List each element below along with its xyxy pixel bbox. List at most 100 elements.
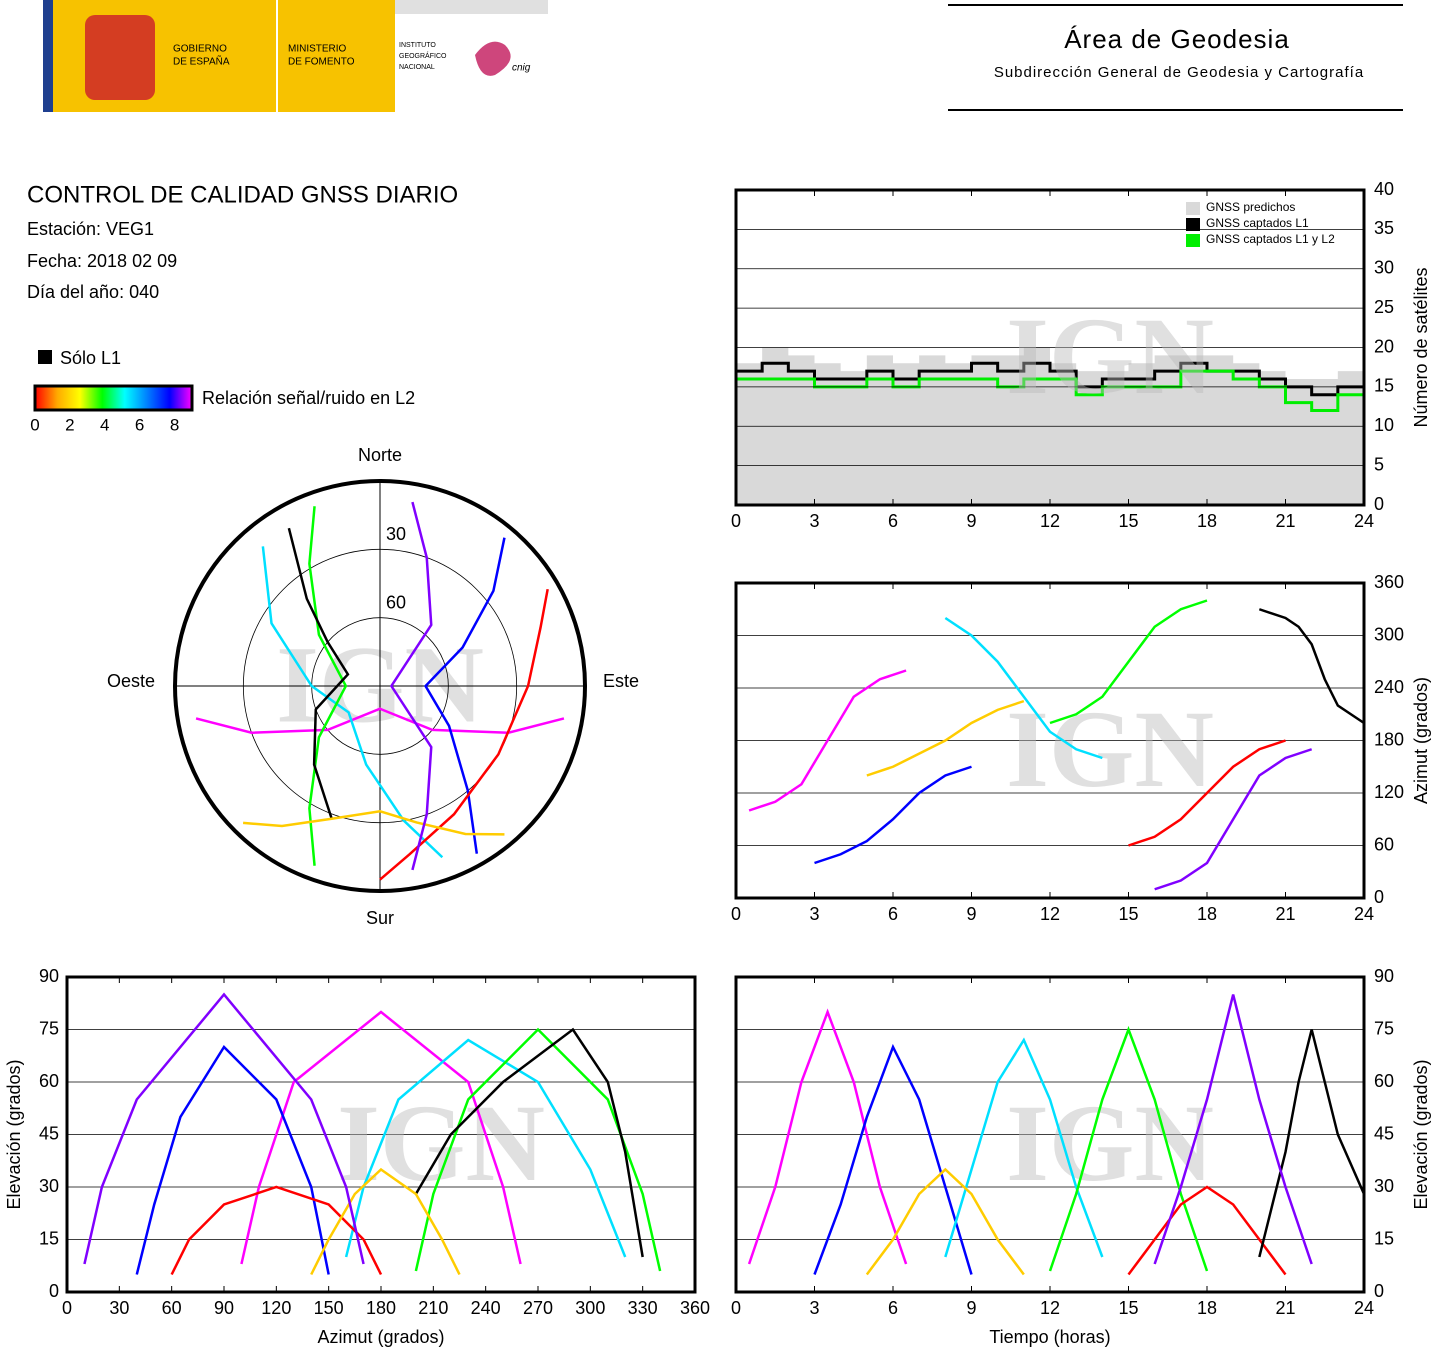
watermark: IGN — [1006, 295, 1214, 417]
y-axis-label: Elevación (grados) — [1411, 1059, 1431, 1209]
y-tick-label: 30 — [39, 1176, 59, 1196]
satellite-track — [83, 992, 365, 1265]
elevation-ring — [242, 548, 518, 824]
chart: 0 15 30 45 60 75 90 0 30 60 90 120 150 180 210 240 270 30… — [4, 966, 710, 1347]
y-tick-label: 300 — [1374, 624, 1404, 644]
satellite-track — [261, 546, 444, 859]
x-tick-label: 330 — [628, 1298, 658, 1318]
y-tick-label: 25 — [1374, 297, 1394, 317]
colorbar-tick-label: 6 — [135, 415, 144, 434]
y-tick-label: 180 — [1374, 729, 1404, 749]
y-tick-label: 0 — [1374, 887, 1384, 907]
x-tick-label: 150 — [314, 1298, 344, 1318]
colorbar-tick-label: 4 — [100, 415, 109, 434]
satellite-track — [308, 506, 348, 866]
x-tick-label: 9 — [966, 511, 976, 531]
x-tick-label: 360 — [680, 1298, 710, 1318]
direction-label: Oeste — [107, 671, 155, 691]
satellite-track — [944, 616, 1103, 760]
x-tick-label: 21 — [1275, 904, 1295, 924]
colorbar-tick-label: 8 — [170, 415, 179, 434]
y-tick-label: 20 — [1374, 336, 1394, 356]
colorbar — [33, 384, 194, 412]
x-tick-label: 300 — [575, 1298, 605, 1318]
header-title: Área de Geodesia — [1064, 24, 1290, 54]
logo-text: NACIONAL — [399, 64, 435, 71]
y-axis-label: Número de satélites — [1411, 267, 1431, 427]
logo-band — [395, 0, 548, 14]
step-line — [736, 361, 1366, 397]
logo-text: INSTITUTO — [399, 42, 436, 49]
satellite-track — [748, 669, 907, 812]
x-tick-label: 12 — [1040, 904, 1060, 924]
y-tick-label: 60 — [1374, 834, 1394, 854]
direction-label: Este — [603, 671, 639, 691]
satellite-track — [389, 501, 433, 871]
satellite-track — [1258, 1029, 1366, 1258]
x-tick-label: 60 — [162, 1298, 182, 1318]
x-tick-label: 180 — [366, 1298, 396, 1318]
y-tick-label: 0 — [49, 1281, 59, 1301]
logo-text: DE ESPAÑA — [173, 55, 230, 68]
watermark: IGN — [1006, 688, 1214, 810]
header-subtitle: Subdirección General de Geodesia y Carto… — [994, 64, 1364, 81]
x-tick-label: 240 — [471, 1298, 501, 1318]
x-tick-label: 15 — [1118, 511, 1138, 531]
satellite-track — [379, 588, 549, 881]
x-tick-label: 9 — [966, 904, 976, 924]
y-tick-label: 90 — [1374, 966, 1394, 986]
y-tick-label: 120 — [1374, 782, 1404, 802]
x-tick-label: 210 — [418, 1298, 448, 1318]
satellite-track — [1049, 599, 1208, 725]
x-tick-label: 9 — [966, 1298, 976, 1318]
x-tick-label: 24 — [1354, 904, 1374, 924]
legend-swatch — [38, 350, 52, 364]
y-tick-label: 90 — [39, 966, 59, 986]
plot-frame — [734, 975, 1366, 1294]
logo-text: GOBIERNO — [173, 44, 227, 55]
plot-frame — [734, 188, 1366, 507]
satellite-track — [414, 1027, 644, 1258]
y-axis-label: Elevación (grados) — [4, 1059, 24, 1209]
x-tick-label: 3 — [809, 511, 819, 531]
satellite-track — [747, 1008, 908, 1265]
x-tick-label: 0 — [731, 904, 741, 924]
x-axis-label: Tiempo (horas) — [989, 1327, 1110, 1347]
colorbar-tick-label: 0 — [30, 415, 39, 434]
x-tick-label: 30 — [109, 1298, 129, 1318]
logos: GOBIERNO DE ESPAÑA MINISTERIO DE FOMENTO… — [43, 0, 548, 112]
satellite-track — [310, 1167, 461, 1276]
y-tick-label: 35 — [1374, 218, 1394, 238]
y-tick-label: 60 — [1374, 1071, 1394, 1091]
satellite-track — [1048, 1025, 1209, 1272]
logo-strip — [43, 0, 53, 112]
cnig-mark — [475, 41, 511, 76]
satellite-track — [423, 537, 506, 854]
satellite-track — [865, 1167, 1025, 1276]
x-tick-label: 270 — [523, 1298, 553, 1318]
coat-of-arms — [85, 15, 155, 100]
x-tick-label: 6 — [888, 904, 898, 924]
y-tick-label: 75 — [1374, 1018, 1394, 1038]
y-tick-label: 360 — [1374, 572, 1404, 592]
plot-frame — [734, 581, 1366, 900]
legend-label: Sólo L1 — [60, 348, 121, 368]
report-line: Fecha: 2018 02 09 — [27, 251, 177, 271]
chart: 0 60 120 180 240 300 360 0 3 6 9 12 15 18 21 24 IGN Azimu… — [731, 572, 1431, 924]
x-tick-label: 15 — [1118, 904, 1138, 924]
x-tick-label: 0 — [731, 511, 741, 531]
x-tick-label: 18 — [1197, 904, 1217, 924]
y-tick-label: 240 — [1374, 677, 1404, 697]
satellite-track — [1127, 1185, 1287, 1276]
x-tick-label: 21 — [1275, 511, 1295, 531]
x-tick-label: 6 — [888, 511, 898, 531]
ring-label: 60 — [386, 592, 406, 612]
ring-label: 30 — [386, 524, 406, 544]
x-tick-label: 24 — [1354, 1298, 1374, 1318]
colorbar-tick-label: 2 — [65, 415, 74, 434]
watermark: IGN — [337, 1082, 545, 1204]
colorbar-label: Relación señal/ruido en L2 — [202, 388, 415, 408]
direction-label: Norte — [358, 445, 402, 465]
